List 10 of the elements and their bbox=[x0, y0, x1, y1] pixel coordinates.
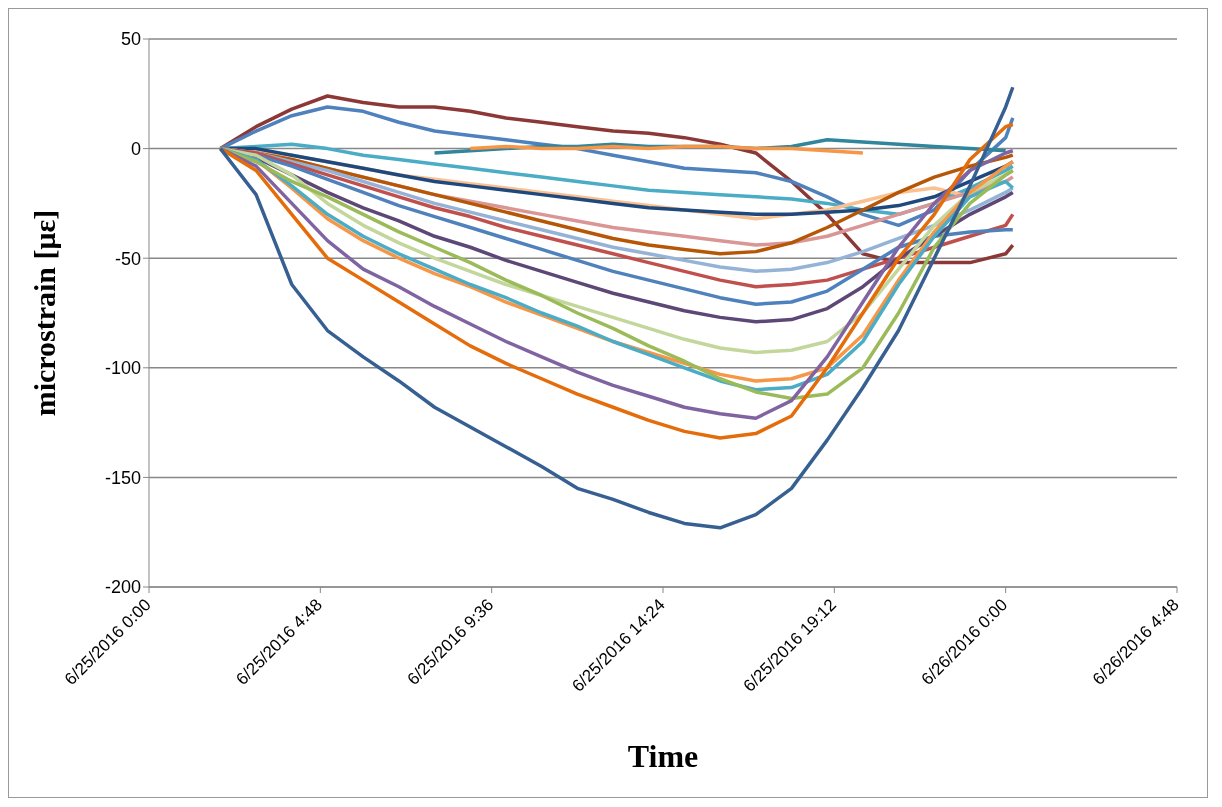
y-tick-label: -100 bbox=[104, 358, 141, 379]
y-tick-label: 50 bbox=[120, 29, 141, 50]
line-series bbox=[218, 85, 1015, 530]
y-tick-label: 0 bbox=[130, 138, 141, 159]
line-series bbox=[468, 144, 865, 155]
x-axis-title: Time bbox=[627, 738, 699, 774]
y-tick-label: -150 bbox=[104, 467, 141, 488]
y-tick-label: -50 bbox=[114, 248, 141, 269]
y-axis-title: microstrain [με] bbox=[27, 209, 61, 417]
y-tick-label: -200 bbox=[104, 577, 141, 598]
